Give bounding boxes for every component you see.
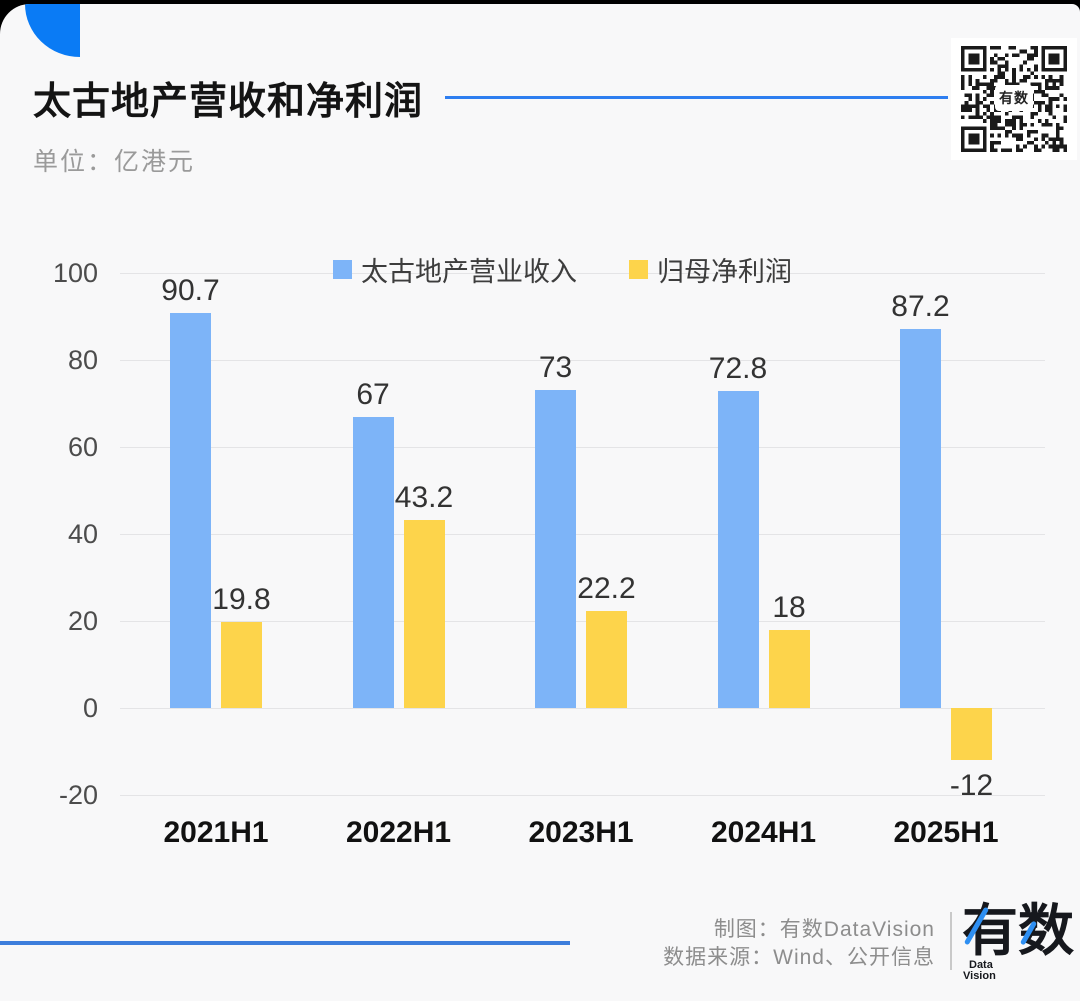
y-tick-100: 100 xyxy=(52,258,98,288)
bar-revenue-2024H1 xyxy=(717,391,759,708)
bar-profit-2021H1 xyxy=(221,621,262,708)
footer-divider xyxy=(950,912,952,970)
footer-credits: 制图：有数DataVision 数据来源：Wind、公开信息 xyxy=(663,916,935,972)
brand-logo-subtext: Data Vision xyxy=(963,960,996,982)
chart-legend: 太古地产营业收入 归母净利润 xyxy=(333,250,792,289)
gridline-100 xyxy=(120,273,1045,274)
gridline-40 xyxy=(120,534,1045,535)
legend-label-profit: 归母净利润 xyxy=(657,257,792,287)
x-label-2021H1: 2021H1 xyxy=(163,816,269,849)
bar-revenue-2021H1 xyxy=(170,313,211,708)
bar-label-profit-2022H1: 43.2 xyxy=(394,481,454,515)
bar-profit-2023H1 xyxy=(586,611,627,708)
y-tick-80: 80 xyxy=(67,345,98,375)
credit-line: 制图：有数DataVision xyxy=(713,918,935,941)
bar-label-revenue-2025H1: 87.2 xyxy=(891,289,950,323)
brand-logo-subtext-line1: Data xyxy=(969,959,993,971)
y-tick-0: 0 xyxy=(82,693,98,723)
brand-logo-text: 有数 xyxy=(962,899,1074,962)
gridline-60 xyxy=(120,447,1045,448)
page-title: 太古地产营收和净利润 xyxy=(33,81,424,123)
bar-revenue-2025H1 xyxy=(900,328,941,708)
qr-code: 有数 xyxy=(951,38,1077,160)
infographic-card: 太古地产营收和净利润 单位：亿港元 有数 太古地产营业收入 归母净利润 100 8… xyxy=(0,4,1080,1001)
brand-logo-subtext-line2: Vision xyxy=(963,970,996,982)
gridline-0 xyxy=(120,708,1045,709)
bar-label-profit-2021H1: 19.8 xyxy=(212,582,271,616)
y-tick-40: 40 xyxy=(67,519,98,549)
footer-accent-line xyxy=(0,941,570,945)
bar-label-profit-2025H1: -12 xyxy=(949,769,994,803)
legend-label-revenue: 太古地产营业收入 xyxy=(361,257,577,287)
unit-label: 单位：亿港元 xyxy=(33,148,196,176)
bar-profit-2024H1 xyxy=(768,629,810,708)
legend-item-profit: 归母净利润 xyxy=(629,250,792,289)
y-tick-20: 20 xyxy=(67,606,98,636)
bar-label-revenue-2022H1: 67 xyxy=(356,377,390,411)
bar-chart-plot-area: 100 80 60 40 20 0 -20 90.7 67 73 72.8 87.2 19.8 43.2 2… xyxy=(0,4,1080,1001)
x-label-2024H1: 2024H1 xyxy=(710,816,817,849)
y-tick--20: -20 xyxy=(58,780,98,810)
bar-label-revenue-2023H1: 73 xyxy=(538,351,573,385)
x-label-2022H1: 2022H1 xyxy=(345,816,452,849)
bar-profit-2022H1 xyxy=(403,520,445,708)
bar-label-revenue-2021H1: 90.7 xyxy=(161,274,220,308)
bar-label-revenue-2024H1: 72.8 xyxy=(708,352,768,386)
bar-revenue-2023H1 xyxy=(535,390,576,708)
gridline-80 xyxy=(120,360,1045,361)
gridline-20 xyxy=(120,621,1045,622)
title-underline xyxy=(445,96,948,99)
bar-label-profit-2023H1: 22.2 xyxy=(577,572,636,606)
bar-profit-2025H1 xyxy=(951,708,992,761)
y-tick-60: 60 xyxy=(67,432,98,462)
qr-center-logo: 有数 xyxy=(995,85,1033,111)
legend-swatch-revenue xyxy=(333,260,352,279)
x-label-2023H1: 2023H1 xyxy=(528,816,634,849)
legend-item-revenue: 太古地产营业收入 xyxy=(333,250,577,289)
legend-swatch-profit xyxy=(629,260,648,279)
source-line: 数据来源：Wind、公开信息 xyxy=(663,946,935,969)
bar-label-profit-2024H1: 18 xyxy=(772,590,806,624)
gridline--20 xyxy=(120,795,1045,796)
bar-revenue-2022H1 xyxy=(352,416,394,708)
x-label-2025H1: 2025H1 xyxy=(893,816,999,849)
